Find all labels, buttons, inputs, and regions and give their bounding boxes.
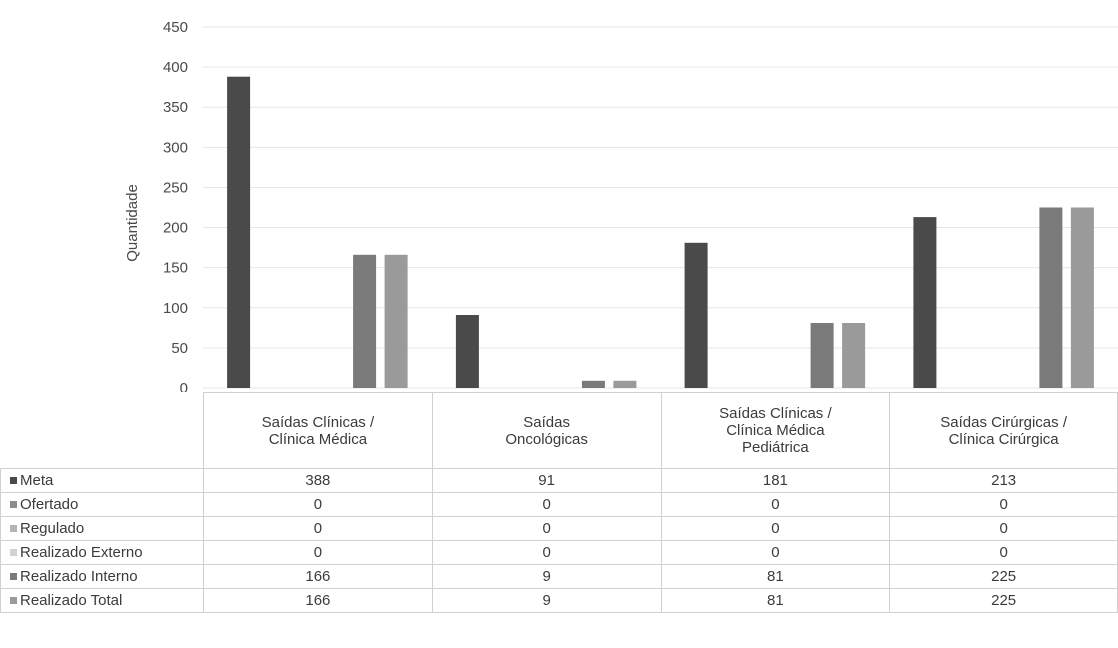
data-value: 181: [660, 468, 891, 493]
table-row: Realizado Interno 166 9 81 225: [0, 564, 1118, 589]
table-row: Ofertado 0 0 0 0: [0, 492, 1118, 517]
bar-series: [227, 76, 1094, 388]
data-value: 0: [203, 492, 433, 517]
legend-swatch: [10, 549, 17, 556]
category-label-line: Saídas: [523, 413, 570, 431]
data-value: 9: [431, 564, 662, 589]
data-value: 9: [431, 588, 662, 613]
data-value: 0: [889, 492, 1118, 517]
data-value: 0: [431, 516, 662, 541]
data-value: 0: [660, 540, 891, 565]
data-value: 0: [431, 540, 662, 565]
category-label-line: Clínica Cirúrgica: [948, 430, 1059, 448]
table-row: Regulado 0 0 0 0: [0, 516, 1118, 541]
category-label: Saídas Clínicas / Clínica Médica: [203, 392, 433, 469]
legend-swatch: [10, 573, 17, 580]
data-value: 166: [203, 588, 433, 613]
bar-meta: [455, 315, 479, 388]
series-name: Realizado Externo: [20, 544, 143, 561]
bar-realizado-total: [842, 323, 866, 388]
category-label-line: Saídas Clínicas /: [719, 405, 832, 422]
legend-swatch: [10, 597, 17, 604]
data-value: 0: [431, 492, 662, 517]
data-value: 0: [889, 516, 1118, 541]
bar-realizado-total: [1070, 207, 1094, 388]
category-label-line: Saídas Cirúrgicas /: [940, 413, 1067, 431]
y-axis-title: Quantidade: [124, 184, 141, 262]
gridlines: [203, 26, 1118, 389]
bar-realizado-total: [384, 254, 408, 388]
table-corner: [0, 392, 204, 469]
data-table: Saídas Clínicas / Clínica Médica Saídas Onc…: [0, 392, 1118, 613]
bar-meta: [913, 217, 937, 388]
bar-realizado-interno: [353, 254, 377, 388]
y-tick-label: 200: [163, 220, 188, 237]
bar-realizado-interno: [810, 323, 834, 388]
category-label: Saídas Oncológicas: [431, 392, 662, 469]
category-label: Saídas Clínicas / Clínica Médica Pediátric…: [660, 392, 891, 469]
data-value: 0: [889, 540, 1118, 565]
data-value: 213: [889, 468, 1118, 493]
y-tick-label: 50: [171, 340, 188, 357]
legend-entry: Regulado: [0, 516, 204, 541]
category-label-line: Saídas Clínicas /: [261, 413, 375, 431]
data-value: 81: [660, 564, 891, 589]
category-label-line: Clínica Médica: [268, 430, 368, 448]
series-name: Realizado Interno: [20, 568, 138, 585]
bar-realizado-total: [613, 380, 637, 388]
legend-entry: Ofertado: [0, 492, 204, 517]
data-value: 81: [660, 588, 891, 613]
data-value: 225: [889, 564, 1118, 589]
data-value: 0: [660, 492, 891, 517]
data-value: 0: [203, 516, 433, 541]
y-tick-label: 300: [163, 139, 188, 156]
category-label-line: Oncológicas: [505, 430, 588, 448]
data-value: 0: [660, 516, 891, 541]
legend-entry: Realizado Total: [0, 588, 204, 613]
table-row: Realizado Externo 0 0 0 0: [0, 540, 1118, 565]
data-value: 225: [889, 588, 1118, 613]
y-tick-label: 450: [163, 19, 188, 36]
bar-meta: [684, 242, 708, 388]
y-tick-label: 400: [163, 59, 188, 76]
y-tick-label: 0: [180, 380, 188, 392]
series-name: Regulado: [20, 520, 85, 537]
table-row: Meta 388 91 181 213: [0, 468, 1118, 493]
legend-entry: Realizado Interno: [0, 564, 204, 589]
legend-swatch: [10, 525, 17, 532]
data-value: 0: [203, 540, 433, 565]
legend-swatch: [10, 477, 17, 484]
table-row: Realizado Total 166 9 81 225: [0, 588, 1118, 613]
category-label-line: Clínica Médica: [726, 422, 825, 439]
y-tick-label: 150: [163, 260, 188, 277]
y-axis-tick-labels: 0 50 100 150 200 250 300 350 400 450: [163, 19, 188, 392]
bar-meta: [227, 76, 251, 388]
bar-chart: Quantidade 0 50 100 150 200 250 300 350 400 450: [124, 19, 1118, 392]
bar-realizado-interno: [1039, 207, 1063, 388]
y-tick-label: 350: [163, 99, 188, 116]
y-tick-label: 250: [163, 179, 188, 196]
data-value: 91: [431, 468, 662, 493]
series-name: Realizado Total: [20, 592, 123, 609]
data-value: 388: [203, 468, 433, 493]
bar-realizado-interno: [581, 380, 605, 388]
category-label-line: Pediátrica: [742, 439, 809, 456]
legend-entry: Meta: [0, 468, 204, 493]
series-name: Ofertado: [20, 496, 79, 513]
data-value: 166: [203, 564, 433, 589]
y-tick-label: 100: [163, 300, 188, 317]
legend-swatch: [10, 501, 17, 508]
category-header-row: Saídas Clínicas / Clínica Médica Saídas Onc…: [0, 392, 1118, 469]
category-label: Saídas Cirúrgicas / Clínica Cirúrgica: [889, 392, 1118, 469]
series-name: Meta: [20, 472, 54, 489]
legend-entry: Realizado Externo: [0, 540, 204, 565]
